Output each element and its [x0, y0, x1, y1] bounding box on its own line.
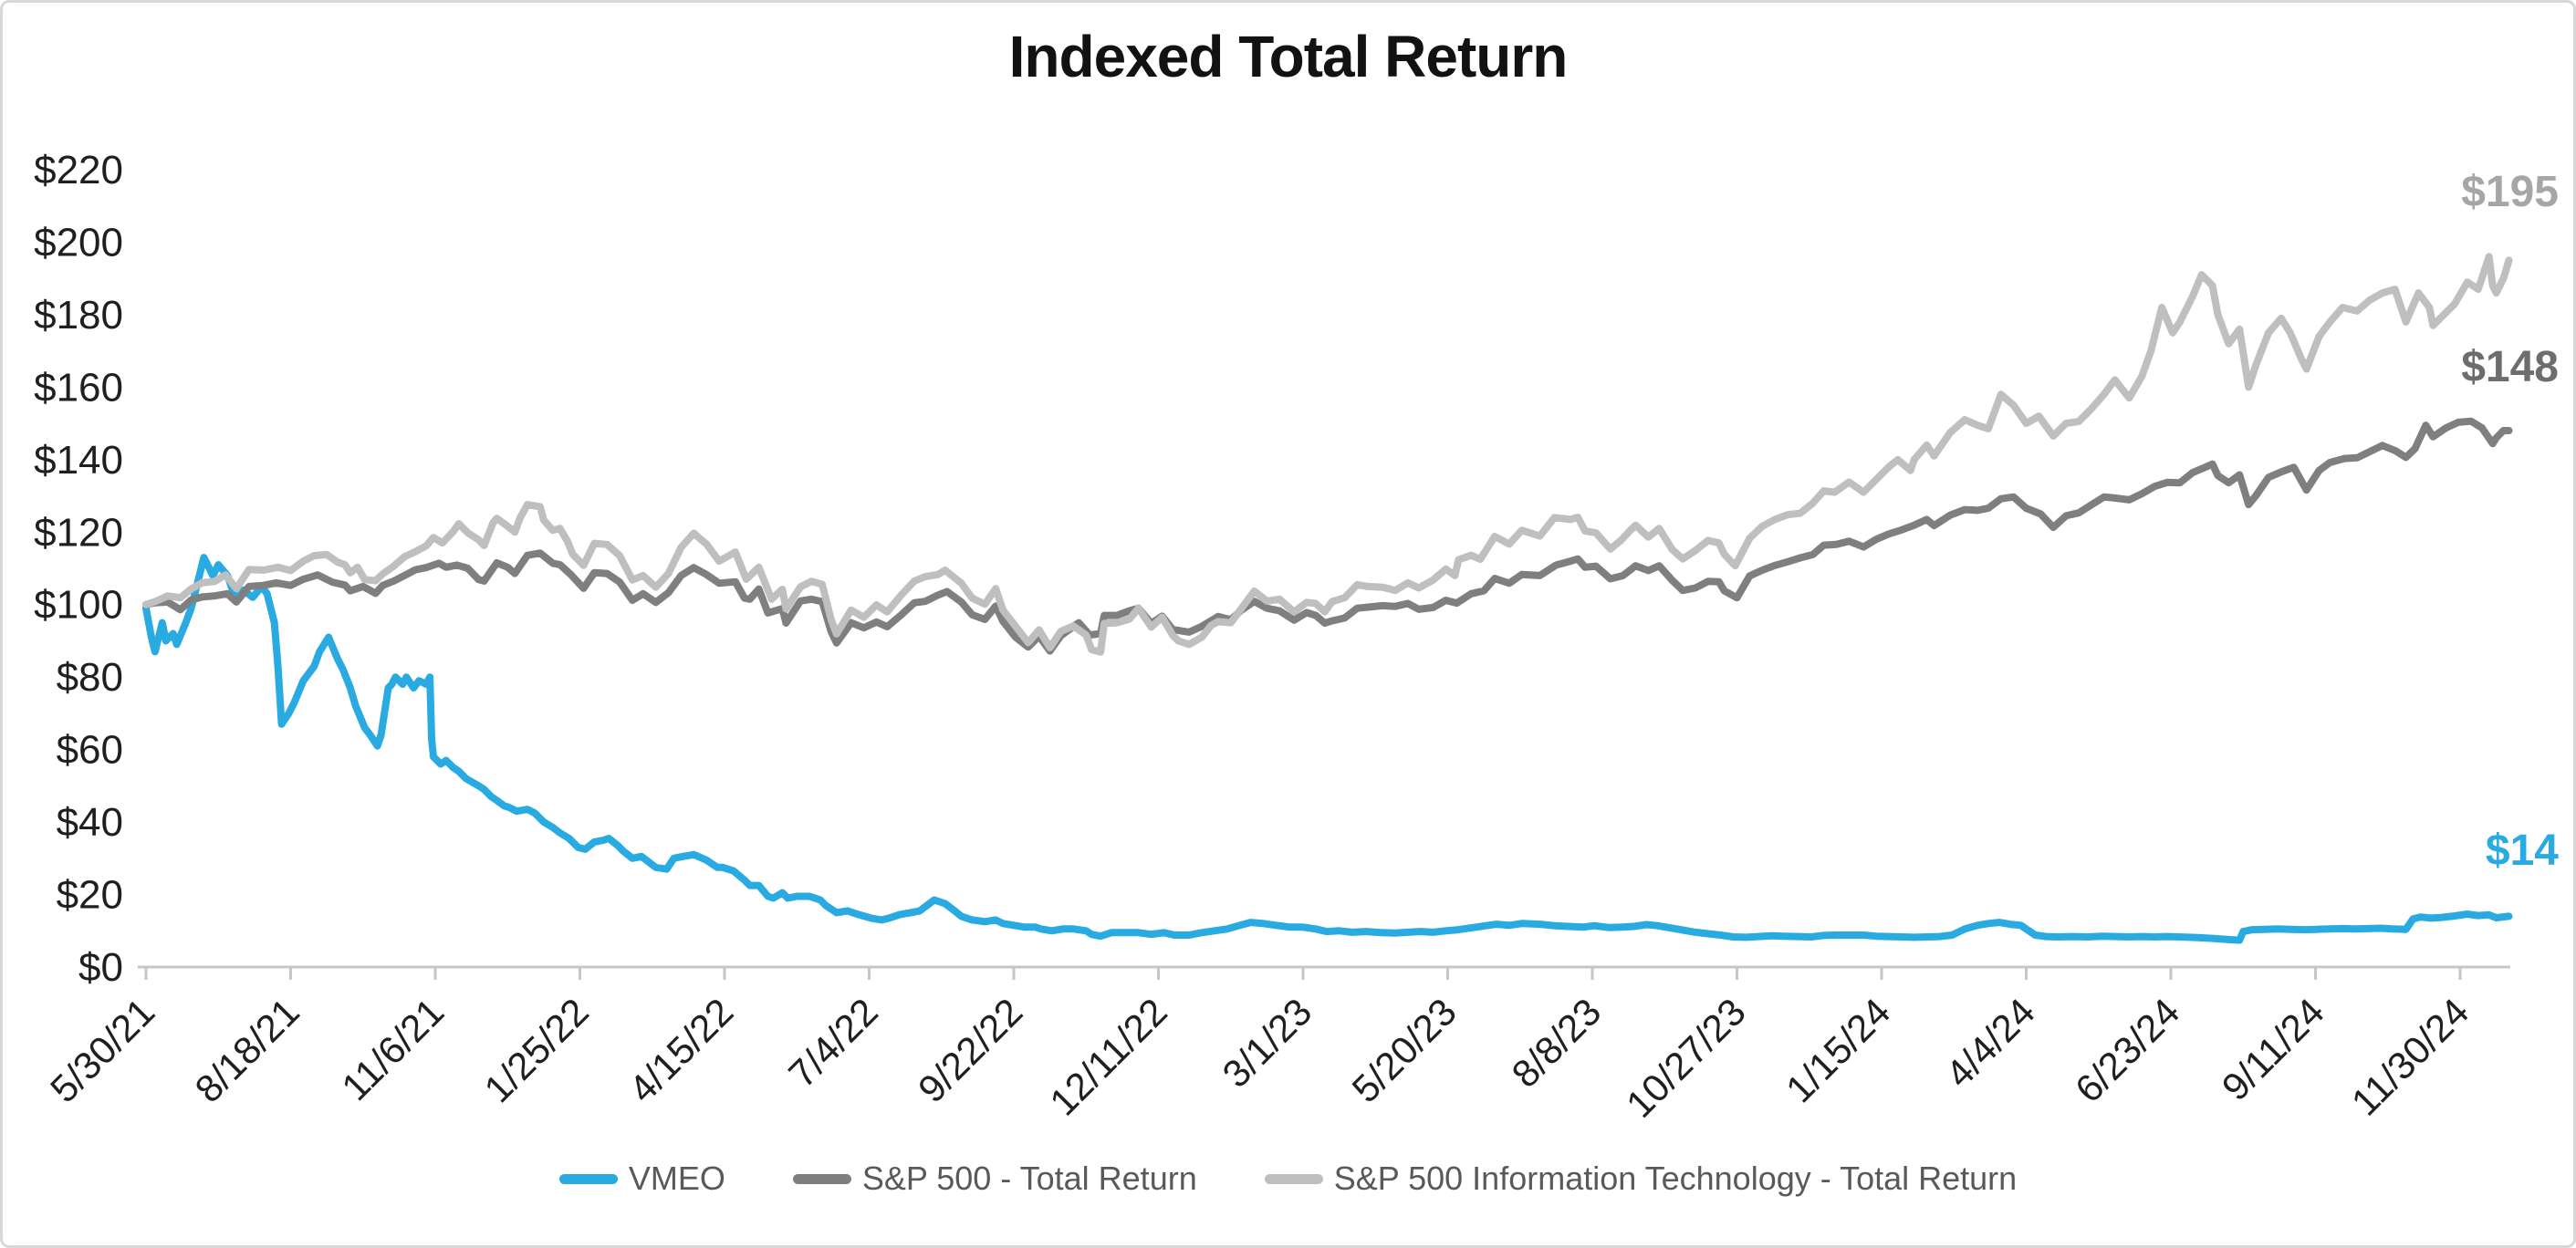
y-tick-label: $20	[57, 873, 123, 918]
legend-label-sp500-it: S&P 500 Information Technology - Total R…	[1333, 1160, 2018, 1197]
x-tick-label: 5/20/23	[1344, 990, 1465, 1110]
x-tick-label: 8/18/21	[187, 990, 308, 1110]
x-axis-ticks	[144, 967, 2462, 980]
series-end-value-it: $195	[2461, 168, 2559, 216]
legend-item-vmeo: VMEO	[558, 1160, 725, 1198]
x-tick-label: 8/8/23	[1504, 990, 1610, 1096]
x-tick-label: 9/11/24	[2214, 990, 2332, 1108]
series-end-value-sp500: $148	[2461, 343, 2559, 391]
y-tick-label: $80	[57, 655, 123, 700]
series-line-s-p-500-total-return	[142, 417, 2513, 655]
y-tick-label: $120	[34, 510, 123, 555]
y-tick-label: $180	[34, 293, 123, 338]
y-tick-label: $60	[57, 728, 123, 773]
x-tick-label: 4/15/22	[621, 990, 741, 1110]
x-tick-label: 9/22/22	[910, 990, 1030, 1110]
vmeo-line-swatch-icon	[558, 1173, 618, 1184]
y-tick-label: $40	[57, 800, 123, 845]
x-tick-label: 1/25/22	[476, 990, 597, 1110]
y-tick-label: $220	[34, 148, 123, 192]
x-tick-label: 4/4/24	[1937, 990, 2043, 1096]
series-line-s-p-500-information-technology-total-return	[142, 253, 2513, 656]
legend-label-sp500: S&P 500 - Total Return	[861, 1160, 1197, 1197]
x-tick-label: 11/30/24	[2343, 990, 2477, 1124]
y-tick-label: $200	[34, 220, 123, 265]
legend-label-vmeo: VMEO	[628, 1160, 725, 1197]
y-tick-label: $160	[34, 365, 123, 410]
y-tick-label: $100	[34, 583, 123, 628]
x-tick-label: 12/11/22	[1041, 990, 1175, 1124]
x-tick-label: 6/23/24	[2067, 990, 2187, 1110]
series-end-value-vmeo: $14	[2485, 827, 2559, 875]
sp500-line-swatch-icon	[792, 1173, 851, 1184]
legend-item-sp500-it: S&P 500 Information Technology - Total R…	[1264, 1160, 2018, 1198]
y-tick-label: $140	[34, 438, 123, 483]
chart-canvas: $220 $200 $180 $160 $140 $120 $100 $80 $60 $40 $20…	[34, 148, 2513, 1126]
sp500-it-line-swatch-icon	[1264, 1173, 1323, 1184]
x-tick-label: 11/6/21	[333, 990, 452, 1108]
x-tick-label: 5/30/21	[42, 990, 162, 1110]
x-tick-label: 7/4/22	[780, 990, 886, 1096]
x-tick-label: 10/27/23	[1618, 990, 1754, 1126]
x-tick-label: 3/1/23	[1215, 990, 1320, 1096]
y-axis-labels: $220 $200 $180 $160 $140 $120 $100 $80 $60 $40 $20…	[34, 148, 123, 990]
series-line-vmeo	[142, 554, 2513, 944]
x-tick-label: 1/15/24	[1778, 990, 1898, 1110]
chart-legend: VMEO S&P 500 - Total Return S&P 500 Info…	[3, 1160, 2573, 1198]
chart-title: Indexed Total Return	[1008, 24, 1569, 89]
legend-item-sp500: S&P 500 - Total Return	[792, 1160, 1197, 1198]
y-tick-label: $0	[78, 945, 123, 990]
x-axis-tick-labels: 5/30/21 8/18/21 11/6/21 1/25/22 4/15/22 7/4/2…	[42, 990, 2477, 1126]
